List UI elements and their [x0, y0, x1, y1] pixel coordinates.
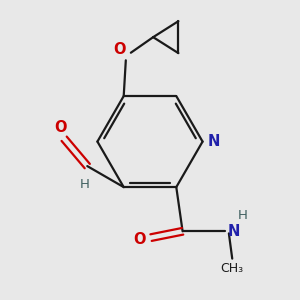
Text: O: O [134, 232, 146, 247]
Text: O: O [113, 42, 126, 57]
Text: H: H [237, 209, 247, 222]
Text: H: H [80, 178, 90, 191]
Text: N: N [208, 134, 220, 149]
Text: N: N [228, 224, 240, 239]
Text: O: O [55, 119, 67, 134]
Text: CH₃: CH₃ [221, 262, 244, 275]
